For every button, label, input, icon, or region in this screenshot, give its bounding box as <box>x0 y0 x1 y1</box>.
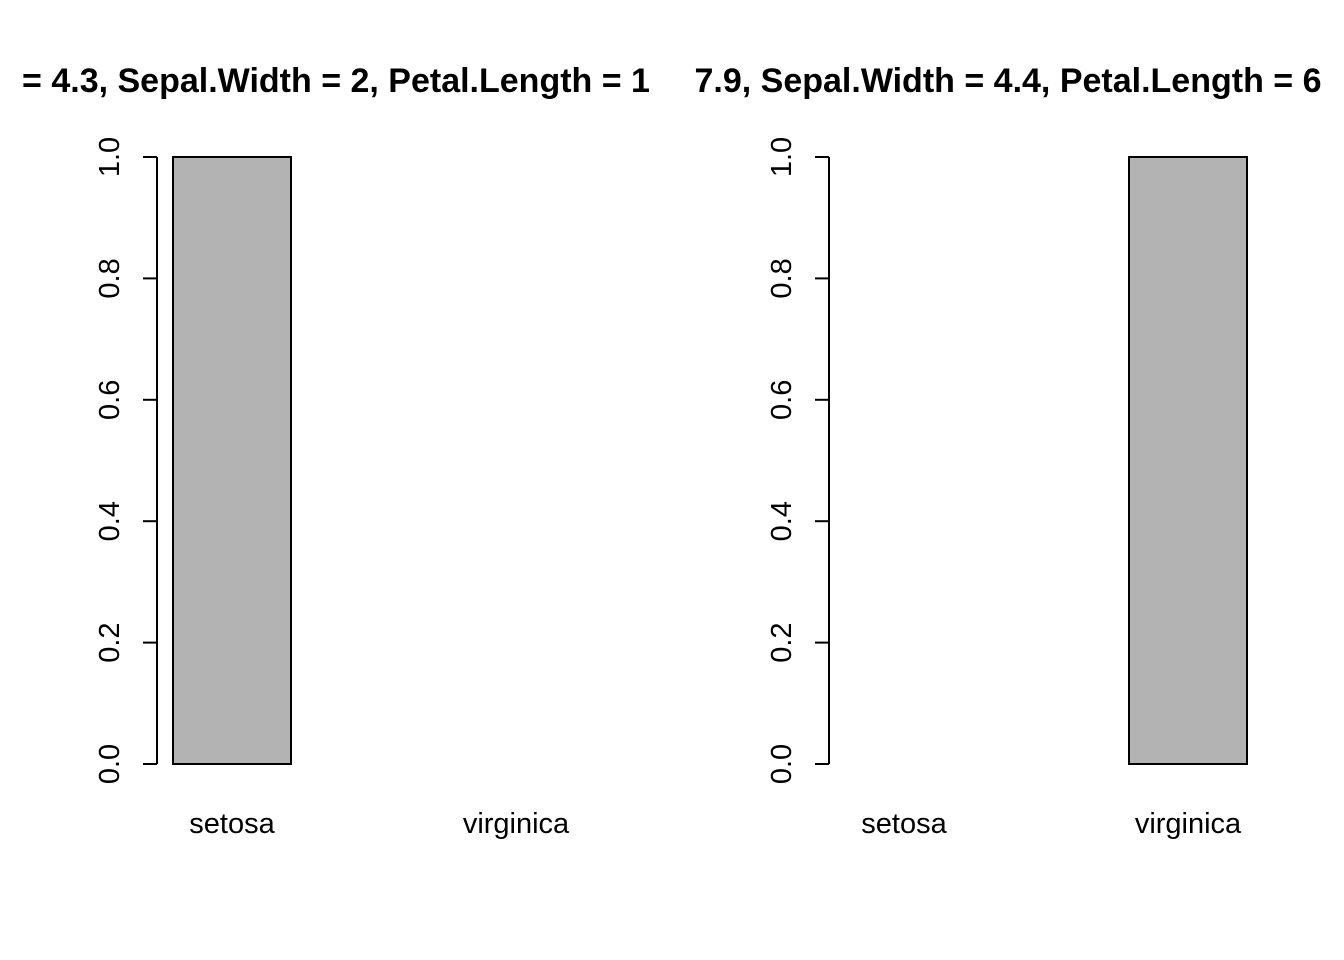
chart-panel-right: 7.9, Sepal.Width = 4.4, Petal.Length = 6… <box>695 62 1322 840</box>
y-tick-label: 0.6 <box>766 380 798 420</box>
y-tick-label: 0.4 <box>766 501 798 541</box>
x-category-label: virginica <box>463 808 570 840</box>
chart-title: = 4.3, Sepal.Width = 2, Petal.Length = 1 <box>22 62 650 100</box>
bar-setosa <box>172 156 292 765</box>
y-tick-label: 0.8 <box>94 258 126 298</box>
y-tick-label: 1.0 <box>94 137 126 177</box>
chart-panel-left: = 4.3, Sepal.Width = 2, Petal.Length = 1… <box>22 62 650 840</box>
x-category-label: setosa <box>861 808 947 840</box>
bar-virginica <box>1128 156 1248 765</box>
y-tick-label: 0.6 <box>94 380 126 420</box>
y-tick-label: 0.4 <box>94 501 126 541</box>
y-tick-label: 0.2 <box>94 622 126 662</box>
chart-title: 7.9, Sepal.Width = 4.4, Petal.Length = 6 <box>695 62 1322 100</box>
y-tick-label: 0.2 <box>766 622 798 662</box>
x-category-label: virginica <box>1135 808 1242 840</box>
x-category-label: setosa <box>189 808 275 840</box>
y-tick-label: 1.0 <box>766 137 798 177</box>
y-tick-label: 0.0 <box>94 744 126 784</box>
y-tick-label: 0.0 <box>766 744 798 784</box>
y-tick-label: 0.8 <box>766 258 798 298</box>
